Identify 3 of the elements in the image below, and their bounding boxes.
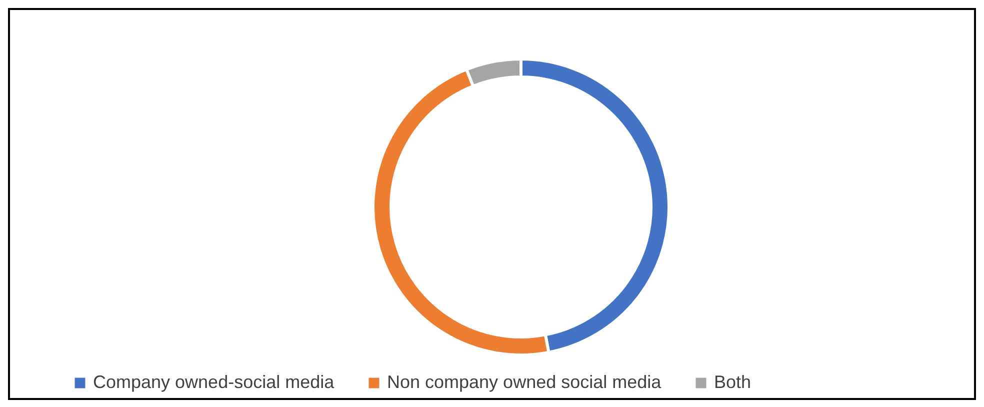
legend-label: Company owned-social media <box>93 372 336 392</box>
legend-label: Non company owned social media <box>387 372 662 392</box>
legend-label: Both <box>714 372 752 392</box>
